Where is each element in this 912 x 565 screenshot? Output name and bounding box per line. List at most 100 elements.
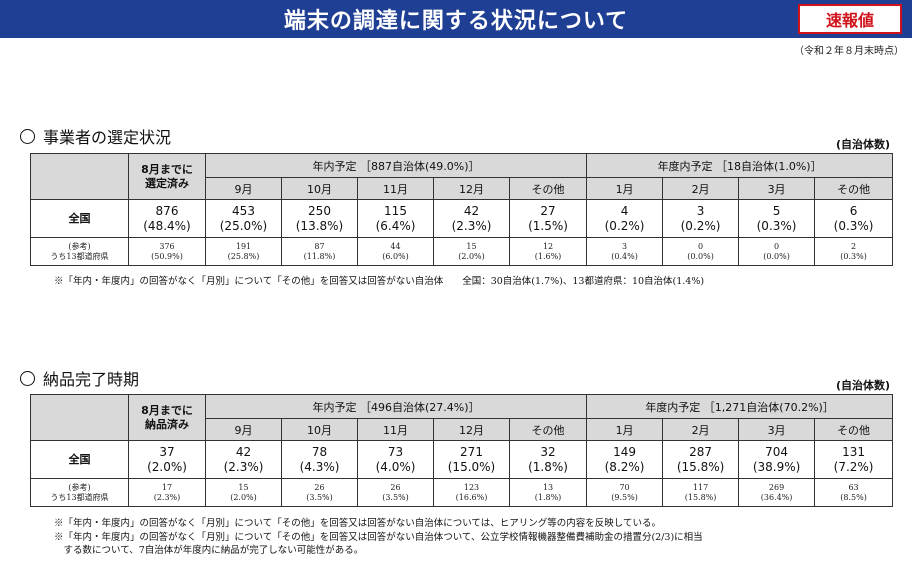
count-value: 42 bbox=[235, 444, 252, 459]
month-header-cell: 3月 bbox=[738, 418, 816, 441]
value-cell: 42 (2.3%) bbox=[433, 199, 510, 238]
count-value: 26 bbox=[390, 482, 401, 492]
percent-value: (0.3%) bbox=[840, 251, 867, 261]
count-value: 13 bbox=[542, 482, 554, 492]
count-value: 453 bbox=[232, 203, 255, 218]
circle-bullet-icon bbox=[20, 370, 35, 386]
count-value: 63 bbox=[848, 482, 859, 492]
percent-value: (0.0%) bbox=[687, 251, 714, 261]
section2-unit: (自治体数) bbox=[835, 379, 890, 392]
reference-cell: 13 (1.8%) bbox=[508, 478, 588, 507]
percent-value: (15.8%) bbox=[684, 492, 717, 502]
count-value: 376 bbox=[159, 241, 175, 251]
circle-bullet-icon bbox=[20, 128, 35, 144]
table-row-national: 全国 37 (2.0%) 42 (2.3%) 78 (4.3%) 73 (4.0%) 271 (1… bbox=[30, 440, 894, 479]
value-cell: 250 (13.8%) bbox=[281, 199, 358, 238]
reference-cell: 70 (9.5%) bbox=[586, 478, 664, 507]
month-header-cell: その他 bbox=[508, 177, 588, 200]
value-cell: 32 (1.8%) bbox=[508, 440, 588, 479]
count-value: 3 bbox=[622, 241, 628, 251]
month-header-cell: 3月 bbox=[738, 177, 816, 200]
percent-value: (0.3%) bbox=[833, 218, 874, 233]
percent-value: (2.0%) bbox=[458, 251, 485, 261]
month-header-cell: 11月 bbox=[357, 177, 434, 200]
percent-value: (3.5%) bbox=[382, 492, 409, 502]
value-cell: 149 (8.2%) bbox=[586, 440, 664, 479]
value-cell: 115 (6.4%) bbox=[357, 199, 434, 238]
reference-cell: 191 (25.8%) bbox=[205, 237, 282, 266]
table-row-national: 全国 876 (48.4%) 453 (25.0%) 250 (13.8%) 115 (6.4… bbox=[30, 199, 894, 238]
value-cell: 3 (0.2%) bbox=[662, 199, 740, 238]
count-value: 2 bbox=[851, 241, 857, 251]
group-fiscal-header: 年度内予定 ［18自治体(1.0%)］ bbox=[586, 153, 894, 178]
month-header-cell: 12月 bbox=[433, 418, 510, 441]
month-header-cell: その他 bbox=[814, 418, 894, 441]
percent-value: (15.0%) bbox=[447, 459, 496, 474]
section1-unit: (自治体数) bbox=[835, 138, 890, 151]
count-value: 5 bbox=[772, 203, 781, 218]
count-value: 115 bbox=[384, 203, 407, 218]
section2-note-2a: ※「年内・年度内」の回答がなく「月別」について「その他」を回答又は回答がない自治… bbox=[54, 532, 703, 543]
value-cell: 453 (25.0%) bbox=[205, 199, 282, 238]
value-cell: 4 (0.2%) bbox=[586, 199, 664, 238]
count-value: 876 bbox=[155, 203, 179, 218]
percent-value: (1.6%) bbox=[534, 251, 562, 261]
percent-value: (9.5%) bbox=[611, 492, 638, 502]
count-value: 26 bbox=[314, 482, 325, 492]
reference-cell: 44 (6.0%) bbox=[357, 237, 434, 266]
month-header-cell: 10月 bbox=[281, 177, 358, 200]
percent-value: (4.0%) bbox=[375, 459, 416, 474]
percent-value: (3.5%) bbox=[306, 492, 333, 502]
count-value: 15 bbox=[466, 241, 477, 251]
percent-value: (25.0%) bbox=[219, 218, 268, 233]
count-value: 73 bbox=[387, 444, 404, 459]
percent-value: (0.2%) bbox=[604, 218, 645, 233]
percent-value: (0.2%) bbox=[680, 218, 721, 233]
row-label-reference: (参考) うち13都道府県 bbox=[30, 478, 129, 507]
month-header-row: 9月 10月 11月 12月 その他 1月 2月 3月 その他 bbox=[31, 177, 894, 200]
reference-cell: 87 (11.8%) bbox=[281, 237, 358, 266]
count-value: 250 bbox=[308, 203, 331, 218]
row-label-national: 全国 bbox=[30, 440, 129, 479]
value-cell: 27 (1.5%) bbox=[508, 199, 588, 238]
percent-value: (36.4%) bbox=[760, 492, 793, 502]
count-value: 15 bbox=[238, 482, 249, 492]
count-value: 44 bbox=[390, 241, 401, 251]
section2-heading-text: 納品完了時期 bbox=[43, 370, 140, 389]
percent-value: (4.3%) bbox=[299, 459, 340, 474]
count-value: 269 bbox=[768, 482, 785, 492]
section2-heading: 納品完了時期 bbox=[20, 366, 139, 390]
count-value: 37 bbox=[159, 444, 175, 459]
percent-value: (15.8%) bbox=[676, 459, 725, 474]
table-row-reference: (参考) うち13都道府県 376 (50.9%) 191 (25.8%) 87 (11.… bbox=[30, 237, 894, 266]
percent-value: (7.2%) bbox=[833, 459, 874, 474]
value-cell: 37 (2.0%) bbox=[128, 440, 206, 479]
percent-value: (0.4%) bbox=[611, 251, 638, 261]
delivery-timing-table: 8月までに 納品済み 年内予定 ［496自治体(27.4%)］ 年度内予定 ［1… bbox=[30, 394, 894, 507]
count-value: 87 bbox=[314, 241, 325, 251]
value-cell: 287 (15.8%) bbox=[662, 440, 740, 479]
month-header-cell: 1月 bbox=[586, 418, 664, 441]
page-title-bar: 端末の調達に関する状況について bbox=[0, 0, 912, 38]
count-value: 3 bbox=[696, 203, 705, 218]
count-value: 131 bbox=[842, 444, 866, 459]
percent-value: (2.3%) bbox=[153, 492, 181, 502]
reference-cell: 15 (2.0%) bbox=[205, 478, 282, 507]
percent-value: (11.8%) bbox=[303, 251, 336, 261]
reference-cell: 26 (3.5%) bbox=[357, 478, 434, 507]
reference-cell: 117 (15.8%) bbox=[662, 478, 740, 507]
count-value: 78 bbox=[311, 444, 328, 459]
corner-cell bbox=[30, 394, 129, 441]
count-value: 0 bbox=[774, 241, 780, 251]
percent-value: (25.8%) bbox=[227, 251, 260, 261]
reference-cell: 15 (2.0%) bbox=[433, 237, 510, 266]
count-value: 271 bbox=[460, 444, 483, 459]
section2-note-1: ※「年内・年度内」の回答がなく「月別」について「その他」を回答又は回答がない自治… bbox=[54, 518, 661, 529]
value-cell: 876 (48.4%) bbox=[128, 199, 206, 238]
count-value: 6 bbox=[849, 203, 858, 218]
month-header-cell: 2月 bbox=[662, 418, 740, 441]
percent-value: (0.0%) bbox=[763, 251, 790, 261]
reference-cell: 26 (3.5%) bbox=[281, 478, 358, 507]
group-year-header: 年内予定 ［887自治体(49.0%)］ bbox=[204, 153, 588, 178]
selection-status-table: 8月までに 選定済み 年内予定 ［887自治体(49.0%)］ 年度内予定 ［1… bbox=[30, 153, 894, 266]
